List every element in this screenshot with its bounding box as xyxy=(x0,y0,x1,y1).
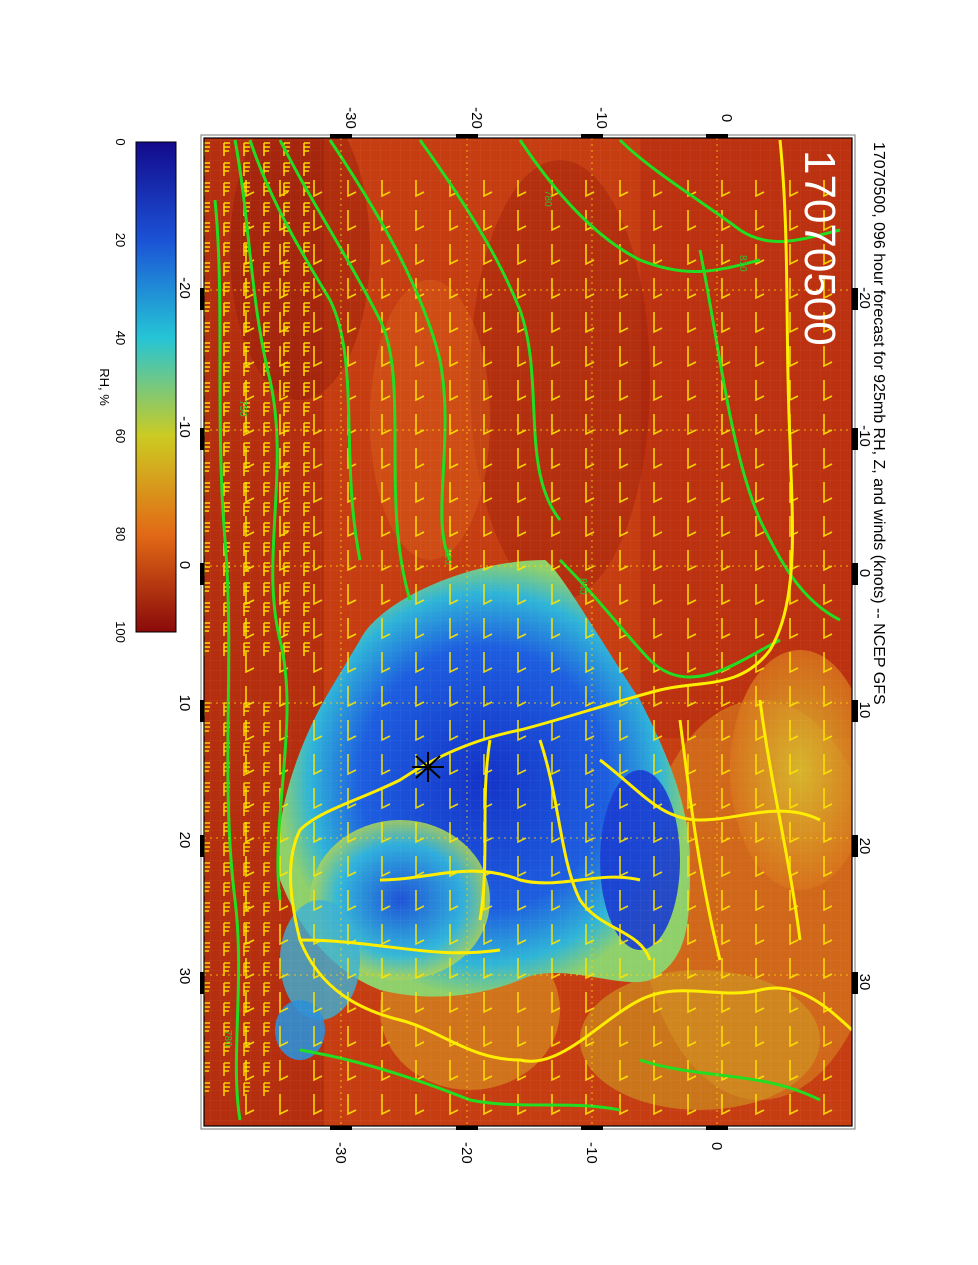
bottom-axis-label: -30 xyxy=(332,1142,349,1164)
map-frame xyxy=(203,137,853,1127)
contour-label: 810 xyxy=(737,255,748,272)
left-lon-labels: -20 -10 0 10 20 30 xyxy=(176,277,193,984)
lon-label: 30 xyxy=(176,968,193,985)
colorbar: 0 20 40 60 80 100 RH, % xyxy=(97,138,177,643)
lon-label: 0 xyxy=(176,561,193,569)
top-axis-labels: -30 -20 -10 0 xyxy=(342,107,735,129)
contour-label: 780 xyxy=(222,1030,233,1047)
bottom-axis-label: -10 xyxy=(583,1142,600,1164)
colorbar-tick: 80 xyxy=(113,527,128,541)
top-axis-label: -30 xyxy=(342,107,359,129)
colorbar-label: RH, % xyxy=(97,368,112,406)
lon-label: -20 xyxy=(176,277,193,299)
top-axis-label: 0 xyxy=(718,114,735,122)
lon-label: 10 xyxy=(856,702,873,719)
date-stamp: 17070500 xyxy=(795,150,844,346)
height-contours xyxy=(213,138,841,1121)
rh-field xyxy=(204,138,852,1126)
colorbar-tick: 40 xyxy=(113,331,128,345)
lon-label: 30 xyxy=(856,974,873,991)
lon-label: -10 xyxy=(176,416,193,438)
top-axis-label: -10 xyxy=(593,107,610,129)
lon-label: -10 xyxy=(856,425,873,447)
station-marker xyxy=(412,752,444,782)
graticule xyxy=(204,138,852,1126)
colorbar-tick: 0 xyxy=(113,138,128,145)
bottom-axis-label: 0 xyxy=(708,1142,725,1150)
contour-label: 780 xyxy=(542,190,553,207)
lon-label: 10 xyxy=(176,695,193,712)
colorbar-tick: 20 xyxy=(113,233,128,247)
right-lon-labels: -20 -10 0 10 20 30 xyxy=(856,287,873,990)
contour-label: 810 xyxy=(442,548,453,565)
contour-label: 750 xyxy=(237,400,248,417)
contour-labels: 810 840 780 750 810 780 xyxy=(222,190,748,1047)
colorbar-gradient xyxy=(135,141,177,633)
edge-ticks xyxy=(200,134,858,1130)
contour-label: 840 xyxy=(577,578,588,595)
coastlines xyxy=(289,139,852,1063)
top-axis-label: -20 xyxy=(468,107,485,129)
colorbar-tick: 60 xyxy=(113,429,128,443)
colorbar-tick: 100 xyxy=(113,621,128,643)
lon-label: 20 xyxy=(176,832,193,849)
bottom-axis-label: -20 xyxy=(458,1142,475,1164)
lon-label: 20 xyxy=(856,838,873,855)
figure-title: 17070500, 096 hour forecast for 925mb RH… xyxy=(870,142,887,705)
lon-label: 0 xyxy=(856,569,873,577)
wind-barbs-strong xyxy=(204,138,314,658)
lon-label: -20 xyxy=(856,287,873,309)
bottom-axis-labels: -30 -20 -10 0 xyxy=(332,1142,725,1164)
